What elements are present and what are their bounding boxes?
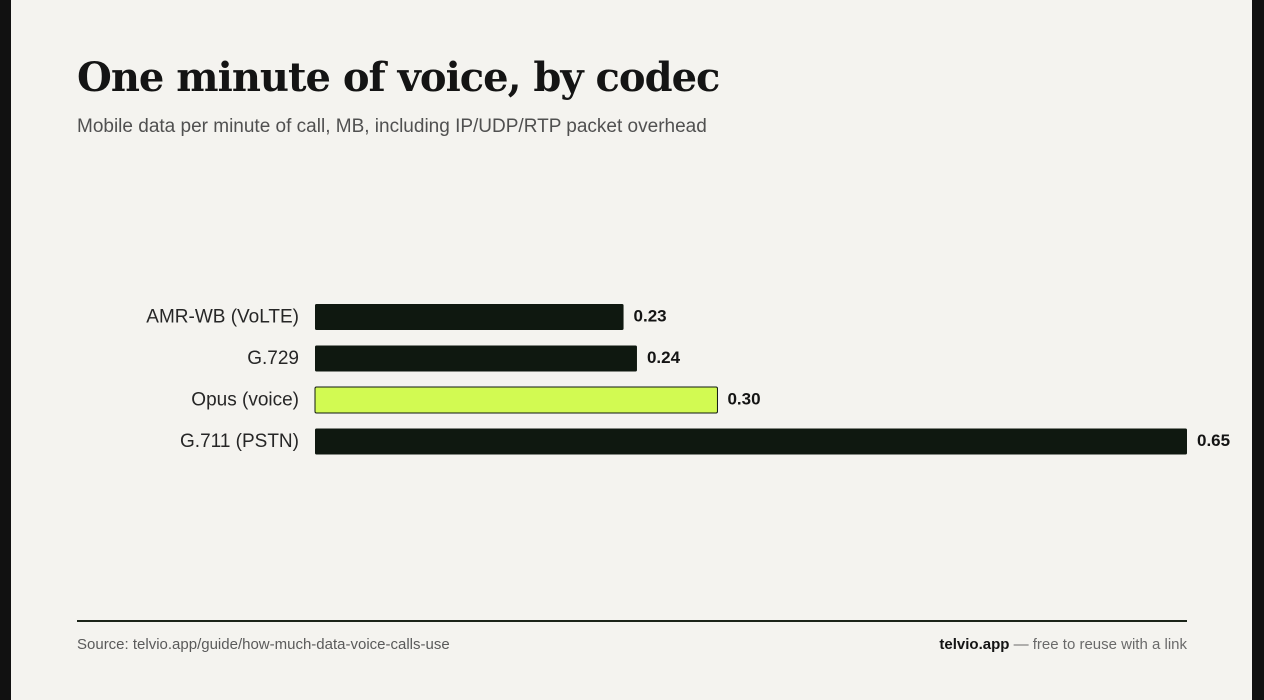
value-label: 0.65	[1197, 431, 1230, 450]
credit-note: telvio.app — free to reuse with a link	[939, 636, 1187, 653]
value-label: 0.23	[634, 307, 667, 326]
value-label: 0.24	[647, 348, 681, 367]
value-label: 0.30	[727, 390, 760, 409]
chart-card: One minute of voice, by codec Mobile dat…	[11, 0, 1252, 700]
bar	[315, 428, 1187, 455]
chart-subtitle: Mobile data per minute of call, MB, incl…	[77, 116, 707, 137]
chart-title: One minute of voice, by codec	[77, 54, 720, 101]
source-note: Source: telvio.app/guide/how-much-data-v…	[77, 636, 450, 653]
bar	[315, 304, 624, 330]
reuse-note: — free to reuse with a link	[1009, 636, 1187, 653]
bar-highlight	[314, 386, 718, 414]
brand-name: telvio.app	[939, 636, 1010, 653]
bar	[315, 345, 637, 372]
footer-divider	[77, 620, 1187, 622]
bar-chart: AMR-WB (VoLTE) 0.23 G.729 0.24 Opus (voice) 0…	[146, 304, 1230, 455]
category-label: G.729	[247, 348, 299, 369]
category-label: AMR-WB (VoLTE)	[146, 307, 299, 328]
category-label: Opus (voice)	[191, 390, 299, 411]
category-label: G.711 (PSTN)	[180, 431, 299, 452]
